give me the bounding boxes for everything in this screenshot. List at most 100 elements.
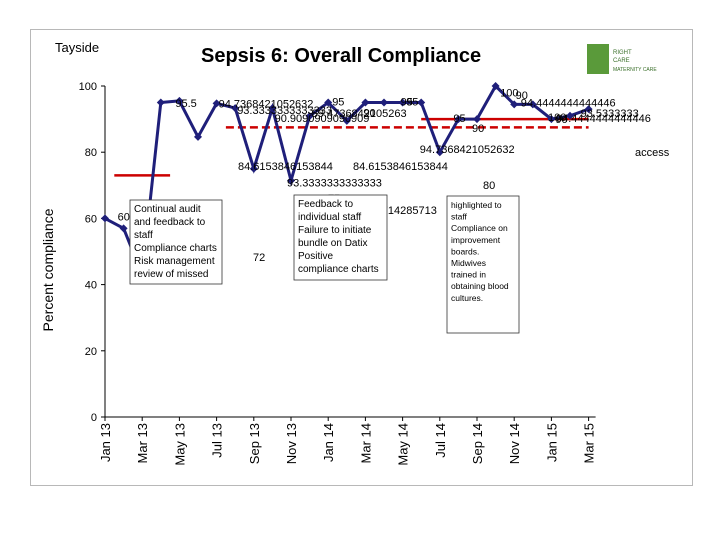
- data-point: [528, 100, 537, 109]
- x-tick-label: Sep 14: [470, 423, 485, 464]
- data-label: 89.4736842105263: [312, 108, 407, 120]
- x-tick-label: Nov 13: [284, 423, 299, 464]
- data-label: 60: [118, 211, 130, 223]
- data-point: [491, 82, 500, 90]
- data-label: 72: [253, 252, 265, 264]
- data-point: [194, 132, 202, 141]
- y-tick-label: 100: [79, 81, 97, 93]
- logo-text-3: MATERNITY CARE: [613, 67, 657, 73]
- data-label: 90: [472, 123, 484, 135]
- data-label: 94.7368421052632: [219, 98, 314, 110]
- data-label: 93.5333333: [581, 108, 639, 120]
- annotation-box: [293, 194, 388, 281]
- data-point: [268, 104, 277, 113]
- data-point: [324, 98, 333, 107]
- data-label: 84.6153846153844: [238, 161, 333, 173]
- annotation-line: Compliance on: [451, 223, 508, 233]
- x-tick-label: Jul 13: [210, 423, 225, 458]
- data-label: 95: [332, 97, 344, 109]
- data-label: 94.4444444444446: [556, 113, 651, 125]
- annotation-line: Continual audit: [134, 204, 201, 215]
- annotation-line: improvement: [451, 235, 501, 245]
- data-point: [287, 176, 295, 185]
- annotation-line: staff: [451, 212, 468, 222]
- annotation-line: Compliance charts: [134, 243, 217, 254]
- data-label: 93.3333333333333: [287, 178, 382, 190]
- annotation-line: boards.: [451, 246, 479, 256]
- data-label: 90.9090909090909: [275, 113, 370, 125]
- data-label: 95.5: [175, 98, 196, 110]
- annotation-line: review of missed: [134, 269, 208, 280]
- data-point: [342, 116, 351, 125]
- y-tick-label: 40: [85, 280, 97, 292]
- data-point: [212, 99, 221, 108]
- data-point: [156, 98, 165, 107]
- x-tick-label: Jul 14: [433, 423, 448, 458]
- y-tick-label: 20: [85, 346, 97, 358]
- x-tick-label: Mar 13: [135, 423, 150, 463]
- data-label: 100: [500, 87, 518, 99]
- x-tick-label: Jan 15: [544, 423, 559, 462]
- data-point: [454, 115, 463, 124]
- data-label: 94.7368421052632: [420, 144, 515, 156]
- axes: 0 20 40 60 80 100 Jan 13 Mar 13 May 13 Jul 13 Sep …: [79, 81, 597, 466]
- data-point: [231, 104, 240, 113]
- annotation-line: obtaining blood: [451, 281, 509, 291]
- annotation-line: compliance charts: [298, 264, 379, 275]
- x-tick-label: May 13: [172, 423, 187, 466]
- x-tick-label: Jan 13: [98, 423, 113, 462]
- annotation-line: Failure to initiate: [298, 225, 372, 236]
- x-tick-label: Mar 14: [358, 423, 373, 463]
- data-label: 90: [363, 108, 375, 120]
- data-label: 95: [401, 97, 413, 109]
- brand-logo: RIGHT CARE MATERNITY CARE: [587, 44, 657, 74]
- data-point: [398, 98, 407, 107]
- x-tick-label: Jan 14: [321, 423, 336, 462]
- data-label: 93.3333333333333: [237, 105, 332, 117]
- annotation-line: bundle on Datix: [298, 238, 368, 249]
- y-tick-label: 60: [85, 213, 97, 225]
- annotation-line: individual staff: [298, 212, 361, 223]
- x-tick-label: Nov 14: [507, 423, 522, 464]
- org-label: Tayside: [55, 40, 99, 55]
- data-point: [249, 164, 258, 173]
- annotation-line: trained in: [451, 270, 486, 280]
- data-point: [547, 115, 556, 124]
- y-tick-label: 0: [91, 412, 97, 424]
- data-label: 80: [483, 180, 495, 192]
- y-axis-label: Percent compliance: [40, 208, 56, 331]
- chart-title: Sepsis 6: Overall Compliance: [201, 45, 481, 67]
- x-tick-label: Mar 15: [582, 423, 597, 463]
- data-point: [101, 214, 109, 223]
- reference-lines: [114, 117, 589, 177]
- data-point: [361, 98, 370, 107]
- logo-mark-icon: [587, 44, 609, 74]
- data-label: 95: [453, 113, 465, 125]
- data-point: [417, 98, 426, 107]
- annotation-line: and feedback to: [134, 217, 206, 228]
- data-label: 94.4444444444446: [521, 97, 616, 109]
- compliance-chart: Tayside Sepsis 6: Overall Compliance RIG…: [40, 40, 670, 466]
- annotation-line: staff: [134, 230, 153, 241]
- annotation-line: Risk management: [134, 256, 215, 267]
- data-point: [305, 112, 314, 121]
- y-tick-label: 80: [85, 147, 97, 159]
- chart-frame: Tayside Sepsis 6: Overall Compliance RIG…: [30, 29, 693, 486]
- data-label: 100: [548, 112, 566, 124]
- annotation-box: [129, 199, 223, 285]
- data-point: [584, 105, 593, 114]
- logo-text-2: CARE: [613, 58, 630, 64]
- data-point: [119, 224, 128, 233]
- annotation-line: Feedback to: [298, 199, 353, 210]
- data-point: [175, 96, 184, 105]
- annotation-line: Midwives: [451, 258, 486, 268]
- data-point: [510, 100, 519, 109]
- annotation-box: [446, 195, 520, 334]
- data-point: [380, 98, 388, 107]
- annotation-line: Positive: [298, 251, 333, 262]
- annotation-line: cultures.: [451, 293, 483, 303]
- series-layer: [101, 82, 593, 279]
- annotation-line: highlighted to: [451, 200, 502, 210]
- data-point: [435, 148, 444, 157]
